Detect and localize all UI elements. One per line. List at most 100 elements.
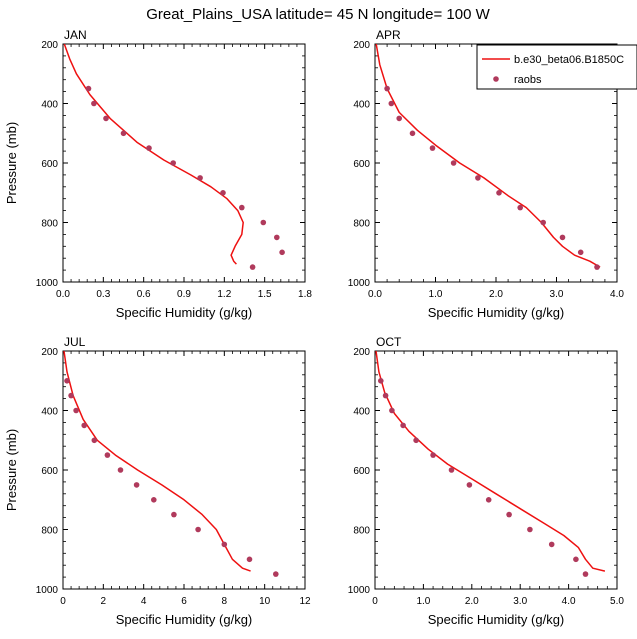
x-axis-label: Specific Humidity (g/kg) <box>116 305 253 320</box>
raobs-point <box>170 160 176 166</box>
x-tick-label: 1.0 <box>429 289 443 300</box>
panel-title: OCT <box>376 335 402 349</box>
x-tick-label: 0.9 <box>177 289 191 300</box>
plot-frame <box>62 43 306 283</box>
x-tick-label: 2 <box>101 596 107 607</box>
x-tick-label: 12 <box>299 596 311 607</box>
raobs-point <box>91 100 97 107</box>
raobs-point <box>577 249 584 256</box>
y-tick-label: 600 <box>41 159 58 170</box>
raobs-point <box>239 204 245 211</box>
y-tick-label: 400 <box>41 407 58 418</box>
y-tick-label: 200 <box>41 347 58 358</box>
raobs-point <box>517 204 523 211</box>
y-axis-label: Pressure (mb) <box>4 429 19 511</box>
raobs-point <box>85 85 92 92</box>
raobs-point <box>396 115 403 122</box>
raobs-point <box>388 100 395 107</box>
x-tick-label: 5.0 <box>610 596 624 607</box>
y-tick-label: 400 <box>353 407 370 418</box>
raobs-point <box>413 437 419 444</box>
raobs-point <box>103 115 109 122</box>
raobs-point <box>409 130 416 137</box>
x-tick-label: 2.0 <box>489 289 503 300</box>
raobs-point <box>146 145 152 151</box>
model-line <box>375 44 601 268</box>
y-tick-label: 200 <box>353 40 370 51</box>
raobs-point <box>573 556 579 563</box>
raobs-point <box>384 85 390 92</box>
x-tick-label: 4.0 <box>562 596 576 607</box>
model-line <box>63 44 244 265</box>
x-tick-label: 1.5 <box>258 289 272 300</box>
raobs-point <box>506 511 512 518</box>
y-tick-label: 800 <box>41 526 58 537</box>
x-tick-label: 8 <box>222 596 228 607</box>
panel-title: JUL <box>64 335 86 349</box>
y-tick-label: 1000 <box>348 278 371 289</box>
y-tick-label: 1000 <box>36 278 59 289</box>
raobs-point <box>81 422 87 429</box>
raobs-point <box>221 541 228 548</box>
plot-frame <box>374 350 618 590</box>
x-axis-label: Specific Humidity (g/kg) <box>428 305 565 320</box>
panel-title: APR <box>376 28 401 42</box>
x-tick-label: 0.3 <box>96 289 110 300</box>
raobs-point <box>104 452 111 458</box>
raobs-point <box>91 437 98 444</box>
raobs-point <box>197 175 203 181</box>
x-tick-label: 0.6 <box>137 289 151 300</box>
raobs-point <box>64 378 70 384</box>
y-tick-label: 600 <box>353 466 370 477</box>
raobs-point <box>430 452 436 458</box>
x-tick-label: 1.8 <box>298 289 312 300</box>
x-tick-label: 3.0 <box>513 596 527 607</box>
plot-frame <box>62 350 306 590</box>
raobs-point <box>273 571 279 577</box>
y-tick-label: 1000 <box>36 585 59 596</box>
raobs-point <box>448 467 455 473</box>
x-axis-label: Specific Humidity (g/kg) <box>116 612 253 627</box>
x-tick-label: 4 <box>141 596 147 607</box>
x-tick-label: 6 <box>181 596 187 607</box>
raobs-point <box>475 175 481 181</box>
model-line <box>63 351 251 572</box>
x-tick-label: 2.0 <box>465 596 479 607</box>
x-tick-label: 1.2 <box>217 289 231 300</box>
x-tick-label: 1.0 <box>416 596 430 607</box>
raobs-point <box>220 190 226 196</box>
raobs-point <box>249 264 256 270</box>
legend-obs-label: raobs <box>514 74 542 86</box>
raobs-point <box>117 467 124 473</box>
page-title: Great_Plains_USA latitude= 45 N longitud… <box>146 6 490 23</box>
raobs-point <box>559 234 566 241</box>
raobs-point <box>171 511 177 518</box>
raobs-point <box>246 556 253 563</box>
legend-marker-swatch <box>493 76 499 82</box>
raobs-point <box>274 234 280 241</box>
raobs-point <box>279 249 285 256</box>
raobs-point <box>382 392 389 399</box>
raobs-point <box>260 219 267 226</box>
y-tick-label: 800 <box>41 219 58 230</box>
y-tick-label: 1000 <box>348 585 371 596</box>
raobs-point <box>68 392 74 399</box>
panel-title: JAN <box>64 28 87 42</box>
raobs-point <box>527 526 533 533</box>
raobs-point <box>151 497 157 503</box>
x-tick-label: 10 <box>259 596 271 607</box>
y-axis-label: Pressure (mb) <box>4 122 19 204</box>
raobs-point <box>496 190 502 196</box>
y-tick-label: 600 <box>41 466 58 477</box>
chart-panel-oct: OCT 0 1.0 2.0 3.0 4.0 5.0 200 400 600 800 1000 Speci… <box>348 335 625 627</box>
model-line <box>375 351 606 572</box>
raobs-point <box>466 482 473 488</box>
chart-panel-jan: JAN 0.0 0.3 0.6 0.9 1.2 1.5 1.8 200 400 600 800 1000… <box>4 28 312 320</box>
y-tick-label: 200 <box>353 347 370 358</box>
chart-panel-jul: JUL 0 2 4 6 8 10 12 200 400 600 800 1000 Specific Hum… <box>4 335 311 627</box>
raobs-point <box>450 160 457 166</box>
raobs-point <box>400 422 406 429</box>
legend-model-label: b.e30_beta06.B1850C <box>514 54 624 66</box>
